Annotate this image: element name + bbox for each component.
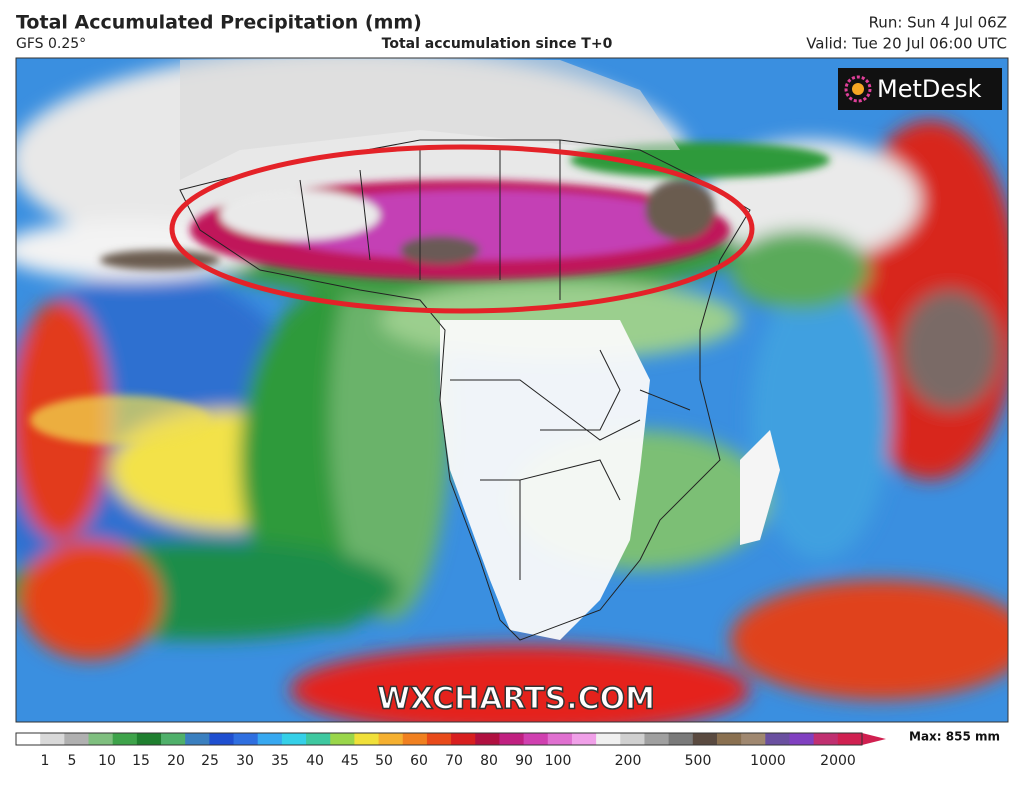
colorbar-segment (716, 733, 742, 745)
colorbar-segment (16, 733, 41, 745)
colorbar-segment (523, 733, 549, 745)
colorbar-segment (402, 733, 428, 745)
colorbar-tick-label: 20 (167, 753, 185, 769)
colorbar-arrow (862, 733, 886, 745)
colorbar-segment (378, 733, 404, 745)
colorbar-frame (15, 732, 863, 746)
colorbar-segment (136, 733, 162, 745)
valid-time: Valid: Tue 20 Jul 06:00 UTC (806, 35, 1007, 53)
colorbar-segment (620, 733, 645, 745)
colorbar-tick-label: 100 (545, 753, 572, 769)
colorbar-tick-label: 500 (685, 753, 712, 769)
logo-text: MetDesk (877, 75, 982, 103)
colorbar-tick-label: 5 (68, 753, 77, 769)
colorbar-tick-label: 15 (132, 753, 150, 769)
colorbar-segment (741, 733, 766, 745)
colorbar-tick-label: 40 (306, 753, 324, 769)
colorbar-segment (354, 733, 380, 745)
colorbar-segment (475, 733, 500, 745)
colorbar-tick-label: 70 (445, 753, 463, 769)
colorbar-tick-label: 60 (410, 753, 428, 769)
highlight-ellipse (169, 144, 755, 314)
colorbar-segment (112, 733, 138, 745)
map-frame (15, 57, 1009, 723)
colorbar-tick-label: 50 (375, 753, 393, 769)
colorbar-segment (209, 733, 235, 745)
colorbar-segment (668, 733, 694, 745)
colorbar-segment (281, 733, 307, 745)
colorbar-segment (789, 733, 815, 745)
colorbar-segment (40, 733, 65, 745)
colorbar-tick-label: 90 (515, 753, 533, 769)
colorbar-tick-label: 35 (271, 753, 289, 769)
max-label: Max: 855 mm (909, 730, 1000, 744)
colorbar-segment (837, 733, 863, 745)
colorbar-tick-label: 2000 (820, 753, 856, 769)
colorbar-segment (692, 733, 718, 745)
colorbar-segment (813, 733, 839, 745)
colorbar-segment (499, 733, 525, 745)
colorbar-segment (330, 733, 355, 745)
colorbar-segment (306, 733, 331, 745)
colorbar-segment (161, 733, 186, 745)
run-time: Run: Sun 4 Jul 06Z (869, 14, 1007, 32)
colorbar-tick-label: 10 (98, 753, 116, 769)
colorbar-tick-label: 80 (480, 753, 498, 769)
colorbar-segment (571, 733, 597, 745)
map: MetDesk WXCHARTS.COM (16, 58, 1008, 722)
colorbar-segment (233, 733, 259, 745)
colorbar-segment (185, 733, 210, 745)
watermark: WXCHARTS.COM (377, 682, 655, 717)
colorbar-tick-label: 30 (236, 753, 254, 769)
colorbar-tick-label: 1 (41, 753, 50, 769)
colorbar-segment (596, 733, 621, 745)
colorbar-segment (64, 733, 90, 745)
colorbar: 1 5 10 15 20 25 30 35 40 45 50 60 70 80 90 100 200 500 100… (15, 732, 886, 769)
colorbar-segment (426, 733, 452, 745)
colorbar-tick-label: 25 (201, 753, 219, 769)
colorbar-segment (88, 733, 114, 745)
colorbar-tick-label: 1000 (750, 753, 786, 769)
colorbar-segment (765, 733, 790, 745)
colorbar-segment (451, 733, 476, 745)
colorbar-segment (644, 733, 670, 745)
model: GFS 0.25° (16, 36, 86, 52)
colorbar-segment (257, 733, 283, 745)
subtitle: Total accumulation since T+0 (382, 36, 613, 52)
colorbar-segment (547, 733, 573, 745)
colorbar-tick-label: 200 (615, 753, 642, 769)
logo-icon (844, 75, 872, 103)
title: Total Accumulated Precipitation (mm) (16, 12, 422, 34)
colorbar-tick-label: 45 (341, 753, 359, 769)
logo-box (838, 68, 1002, 110)
